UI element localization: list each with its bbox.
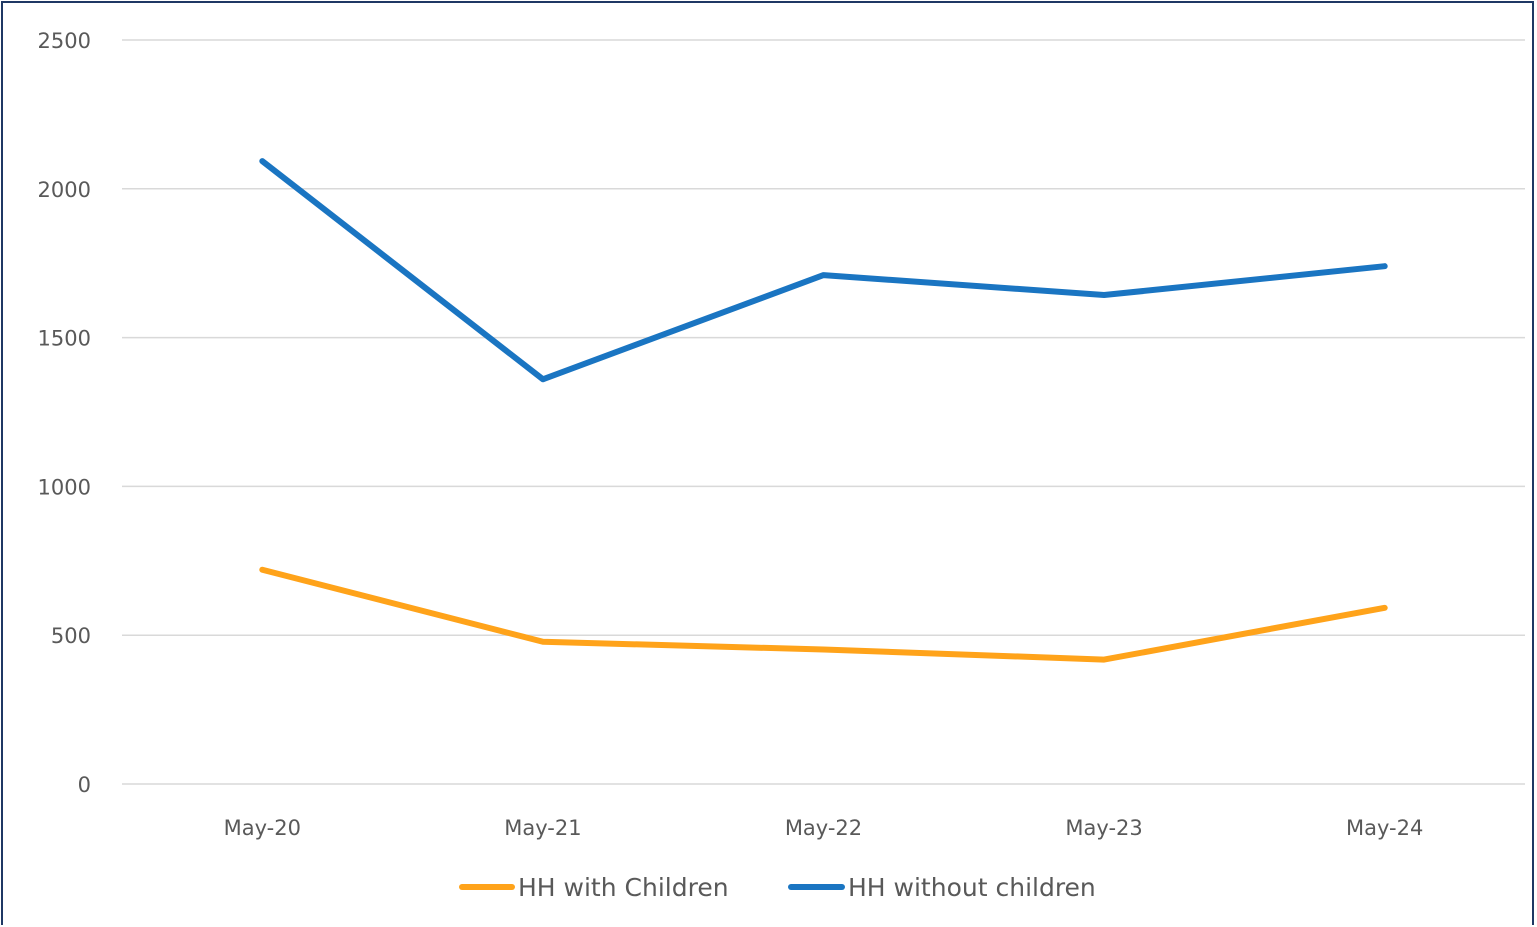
- x-tick-label: May-24: [1346, 816, 1423, 840]
- y-axis-ticks: 0 500 1000 1500 2000 2500: [38, 29, 91, 797]
- y-tick-label: 1500: [38, 327, 91, 351]
- x-tick-label: May-20: [224, 816, 301, 840]
- series-line-0: [259, 566, 1388, 663]
- legend: HH with Children HH without children: [459, 873, 1096, 902]
- series-lines: [259, 158, 1388, 663]
- x-tick-label: May-21: [504, 816, 581, 840]
- x-tick-label: May-23: [1065, 816, 1142, 840]
- y-tick-label: 0: [78, 773, 91, 797]
- x-tick-label: May-22: [785, 816, 862, 840]
- y-tick-label: 1000: [38, 475, 91, 499]
- y-tick-label: 500: [51, 624, 91, 648]
- legend-label: HH without children: [848, 873, 1096, 902]
- series-line-1: [259, 158, 1388, 383]
- x-axis-ticks: May-20 May-21 May-22 May-23 May-24: [224, 816, 1424, 840]
- legend-label: HH with Children: [518, 873, 729, 902]
- y-tick-label: 2500: [38, 29, 91, 53]
- gridlines: [122, 39, 1525, 785]
- y-tick-label: 2000: [38, 178, 91, 202]
